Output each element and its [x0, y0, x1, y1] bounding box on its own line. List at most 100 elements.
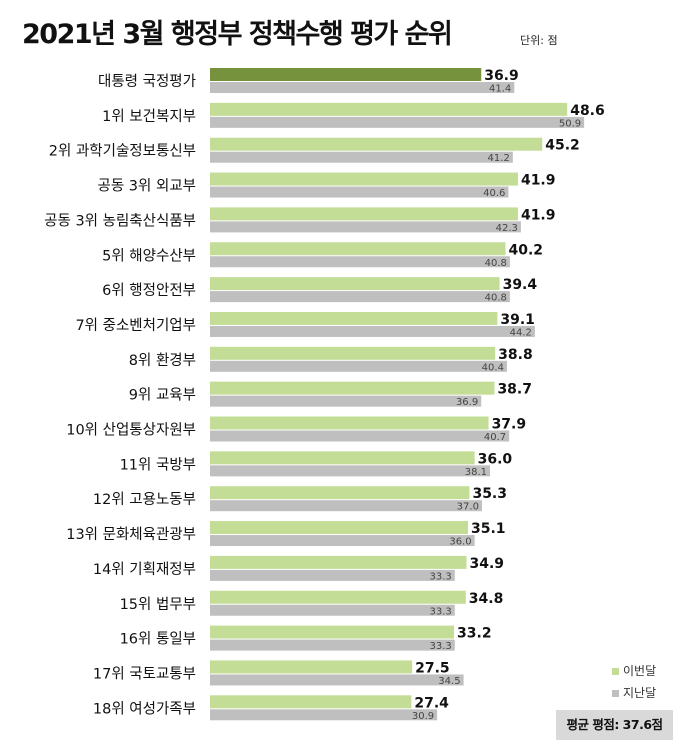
- category-label: 18위 여성가족부: [93, 700, 196, 717]
- data-label-current: 48.6: [570, 103, 605, 119]
- data-label-current: 27.4: [414, 695, 449, 711]
- bar-current: [210, 137, 543, 151]
- bar-previous: [210, 569, 455, 581]
- legend-item-current: 이번달: [612, 662, 656, 679]
- category-label: 11위 국방부: [120, 456, 196, 473]
- bar-current: [210, 695, 412, 709]
- bar-current: [210, 381, 495, 395]
- bar-current: [210, 590, 466, 604]
- category-label: 공동 3위 외교부: [98, 178, 196, 195]
- data-label-current: 36.9: [484, 68, 519, 84]
- bar-previous: [210, 186, 509, 198]
- bar-current: [210, 416, 489, 430]
- category-label: 공동 3위 농림축산식품부: [44, 212, 196, 229]
- category-label: 8위 환경부: [129, 352, 196, 369]
- chart-title: 2021년 3월 행정부 정책수행 평가 순위: [22, 19, 453, 50]
- data-label-current: 33.2: [457, 626, 492, 642]
- bar-current: [210, 625, 455, 639]
- bar-current: [210, 521, 468, 535]
- bar-previous: [210, 465, 491, 477]
- bar-previous: [210, 360, 507, 372]
- bar-previous: [210, 674, 464, 686]
- average-score-box: 평균 평점: 37.6점: [556, 710, 673, 740]
- legend-item-previous: 지난달: [612, 684, 656, 701]
- data-label-previous: 41.2: [488, 153, 510, 164]
- category-label: 10위 산업통상자원부: [66, 422, 196, 439]
- data-label-previous: 50.9: [559, 118, 581, 129]
- bar-previous: [210, 256, 510, 268]
- data-label-previous: 44.2: [510, 327, 532, 338]
- bar-previous: [210, 709, 438, 721]
- data-label-previous: 33.3: [429, 641, 451, 652]
- bar-current: [210, 277, 500, 291]
- data-label-previous: 33.3: [429, 606, 451, 617]
- data-label-previous: 38.1: [465, 467, 487, 478]
- bar-current: [210, 102, 568, 116]
- data-label-current: 39.4: [503, 277, 538, 293]
- bar-current: [210, 242, 506, 256]
- category-label: 14위 기획재정부: [93, 561, 196, 578]
- bar-current: [210, 555, 467, 569]
- bar-previous: [210, 604, 455, 616]
- legend-swatch-current: [612, 668, 619, 675]
- category-label: 9위 교육부: [129, 387, 196, 404]
- bar-current: [210, 207, 518, 221]
- data-label-previous: 40.6: [483, 188, 505, 199]
- legend-label-current: 이번달: [623, 664, 657, 678]
- category-label: 2위 과학기술정보통신부: [49, 143, 196, 160]
- category-label: 7위 중소벤처기업부: [75, 317, 196, 334]
- data-label-current: 34.8: [469, 591, 504, 607]
- data-label-current: 35.1: [471, 521, 506, 537]
- data-label-previous: 30.9: [412, 711, 434, 722]
- data-label-current: 27.5: [415, 660, 450, 676]
- data-label-current: 41.9: [521, 207, 556, 223]
- bar-previous: [210, 291, 510, 303]
- bar-previous: [210, 430, 510, 442]
- data-label-current: 34.9: [470, 556, 505, 572]
- data-label-previous: 40.4: [482, 362, 504, 373]
- data-label-previous: 36.9: [456, 397, 478, 408]
- bar-previous: [210, 395, 482, 407]
- data-label-previous: 40.8: [485, 258, 507, 269]
- bar-previous: [210, 500, 482, 512]
- data-label-previous: 41.4: [489, 84, 511, 95]
- data-label-current: 37.9: [492, 417, 527, 433]
- bar-previous: [210, 639, 455, 651]
- unit-label: 단위: 점: [520, 34, 558, 47]
- data-label-previous: 37.0: [457, 502, 479, 513]
- bar-current: [210, 172, 518, 186]
- data-label-previous: 40.8: [485, 293, 507, 304]
- bar-previous: [210, 535, 475, 547]
- data-label-current: 41.9: [521, 173, 556, 189]
- bar-previous: [210, 221, 521, 233]
- legend-label-previous: 지난달: [623, 686, 657, 700]
- legend-swatch-previous: [612, 690, 619, 697]
- data-label-current: 35.3: [472, 486, 507, 502]
- data-label-previous: 33.3: [429, 571, 451, 582]
- bar-previous: [210, 325, 535, 337]
- category-label: 1위 보건복지부: [102, 108, 196, 125]
- data-label-previous: 40.7: [484, 432, 506, 443]
- bar-current: [210, 451, 475, 465]
- data-label-current: 40.2: [508, 242, 543, 258]
- category-label: 6위 행정안전부: [102, 282, 196, 299]
- data-label-previous: 34.5: [438, 676, 460, 687]
- bar-current: [210, 346, 496, 360]
- bar-current: [210, 68, 482, 81]
- category-label: 대통령 국정평가: [98, 73, 196, 90]
- data-label-current: 45.2: [545, 138, 580, 154]
- category-label: 12위 고용노동부: [93, 491, 196, 508]
- category-label: 15위 법무부: [120, 596, 196, 613]
- data-label-current: 36.0: [478, 451, 513, 467]
- bar-current: [210, 660, 413, 674]
- bar-current: [210, 311, 498, 325]
- data-label-current: 38.8: [498, 347, 533, 363]
- category-label: 5위 해양수산부: [102, 247, 196, 264]
- category-label: 17위 국토교통부: [93, 665, 196, 682]
- bar-current: [210, 486, 470, 500]
- bar-previous: [210, 116, 585, 128]
- data-label-current: 38.7: [497, 382, 532, 398]
- data-label-previous: 36.0: [449, 537, 471, 548]
